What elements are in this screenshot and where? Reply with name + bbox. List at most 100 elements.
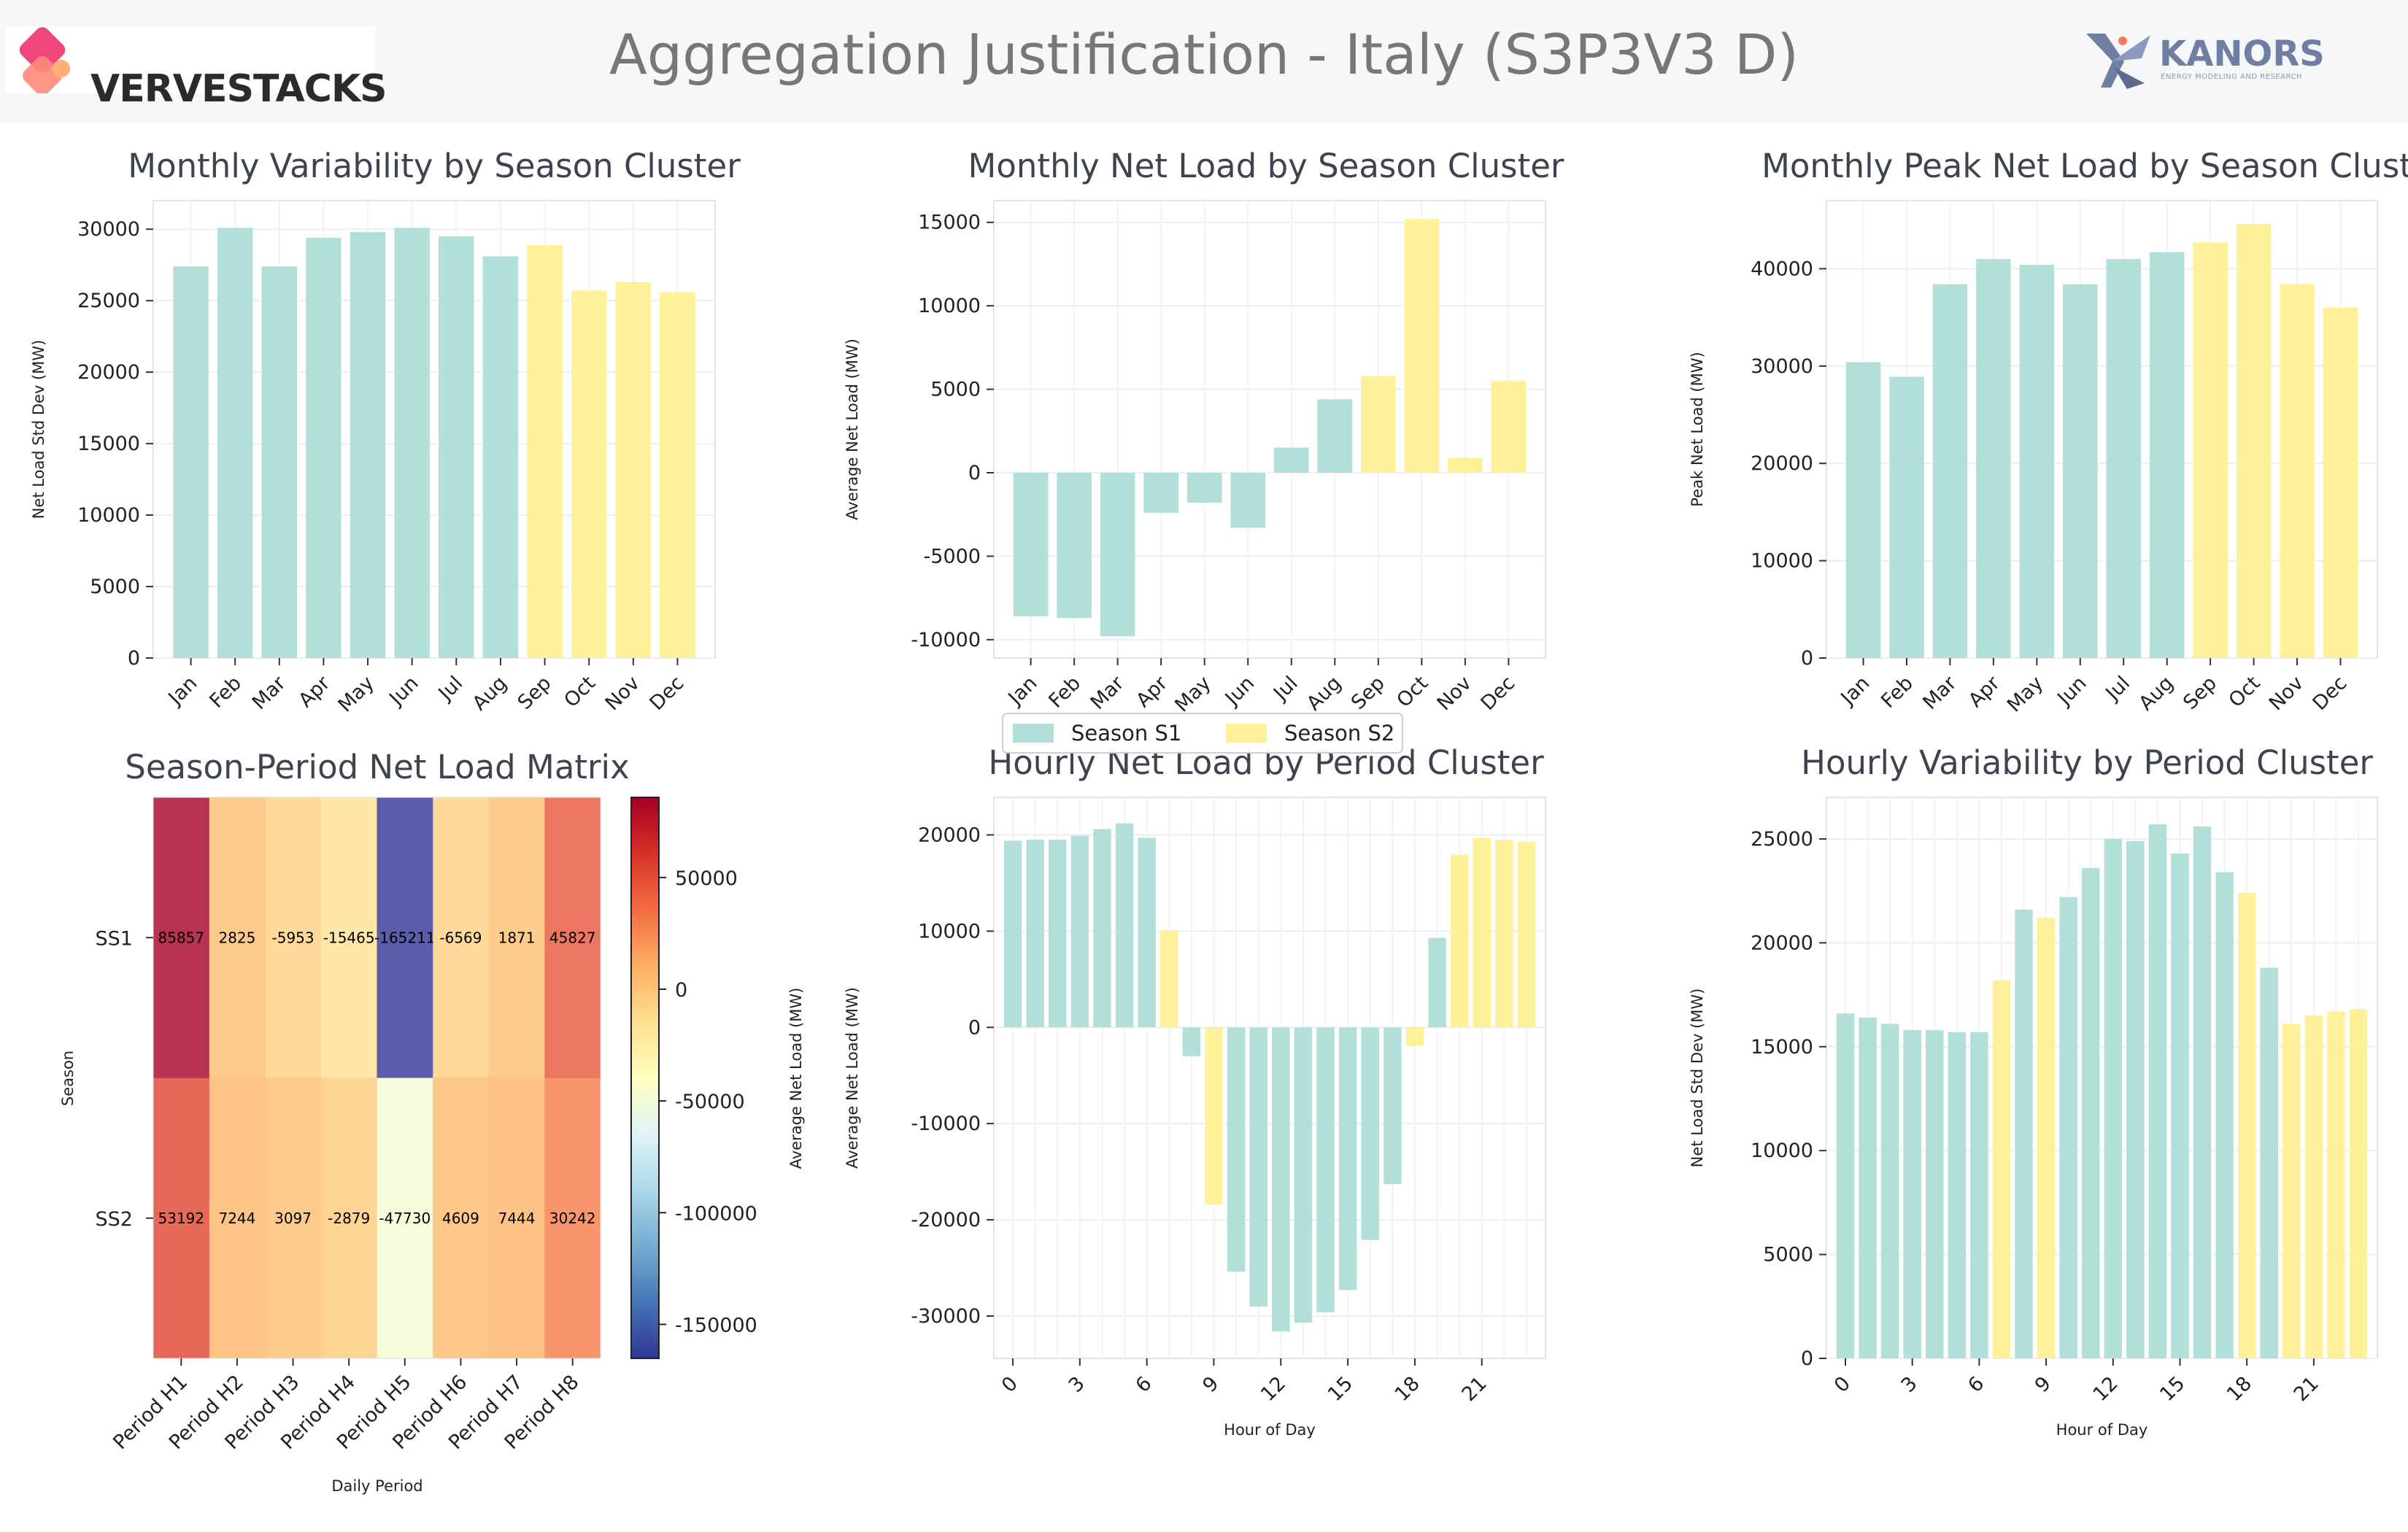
- bar: [1316, 1027, 1335, 1312]
- y-tick-label: 15000: [918, 212, 981, 234]
- y-tick-label: 20000: [918, 824, 981, 846]
- heatmap-cell: [209, 797, 266, 1078]
- bar: [527, 244, 563, 659]
- bar: [2237, 893, 2256, 1358]
- x-tick-label: Feb: [1877, 672, 1918, 713]
- y-tick-label: 5000: [930, 379, 981, 401]
- x-tick-label: 15: [1324, 1372, 1357, 1406]
- x-tick-label: 9: [1198, 1372, 1223, 1397]
- y-tick-label: 25000: [1751, 828, 1813, 851]
- heatmap-cell: [433, 1078, 490, 1359]
- x-tick-label: 15: [2156, 1372, 2189, 1406]
- y-tick-label: 20000: [77, 361, 140, 384]
- bar: [1361, 1027, 1379, 1240]
- bar: [1249, 1027, 1267, 1307]
- chart-title: Monthly Net Load by Season Cluster: [968, 147, 1564, 185]
- colorbar: [630, 797, 660, 1359]
- heatmap-cell: [265, 797, 322, 1078]
- x-tick-label: Jan: [163, 672, 202, 711]
- x-tick-label: Jun: [2053, 672, 2091, 711]
- bar: [1473, 837, 1492, 1028]
- vervestacks-logo: VERVESTACKS: [6, 26, 387, 111]
- colorbar-tick-label: -150000: [675, 1314, 757, 1336]
- y-axis-label: Season: [59, 1051, 77, 1106]
- y-axis-label: Net Load Std Dev (MW): [1689, 989, 1706, 1168]
- monthly-net-load-chart: -10000 -5000 0 5000 10000 15000 Jan Feb Mar AprMa…: [844, 147, 1564, 716]
- bar: [1428, 937, 1446, 1028]
- bar: [2037, 918, 2056, 1358]
- x-tick-label: Aug: [468, 672, 512, 715]
- bar: [1026, 840, 1044, 1028]
- x-tick-label: 3: [1897, 1372, 1922, 1397]
- bar: [2126, 840, 2145, 1358]
- bar: [1317, 399, 1353, 473]
- y-tick-label: 20000: [1751, 452, 1813, 475]
- bar: [2215, 872, 2234, 1358]
- bar: [1404, 219, 1440, 473]
- legend-swatch-s1: [1013, 724, 1054, 743]
- bar: [660, 292, 695, 658]
- bar: [1384, 1027, 1402, 1185]
- legend-swatch-s2: [1226, 724, 1267, 743]
- bar: [1495, 840, 1513, 1028]
- bar: [2081, 867, 2100, 1358]
- bar: [1182, 1027, 1201, 1056]
- x-tick-label: Oct: [1392, 672, 1432, 712]
- y-tick-label: 10000: [918, 920, 981, 943]
- x-tick-label: Aug: [1303, 672, 1346, 715]
- y-axis-label: Average Net Load (MW): [844, 338, 861, 520]
- x-axis-label: Daily Period: [331, 1477, 422, 1495]
- bar: [217, 228, 253, 658]
- bar: [615, 282, 652, 658]
- x-tick-label: Jan: [1836, 672, 1875, 711]
- x-tick-label: 18: [2223, 1372, 2256, 1406]
- x-tick-label: Dec: [646, 672, 689, 715]
- heatmap-cell: [544, 1078, 601, 1359]
- bar: [439, 236, 474, 658]
- bar: [2193, 242, 2228, 658]
- bar: [1338, 1027, 1357, 1291]
- y-tick-label: 10000: [918, 295, 981, 317]
- heatmap-cell: [320, 1078, 377, 1359]
- bar: [2304, 1015, 2323, 1358]
- chart-title: Monthly Variability by Season Cluster: [128, 147, 741, 185]
- y-tick-label: 0: [1801, 647, 1813, 670]
- bar: [571, 290, 607, 658]
- x-tick-label: Dec: [1476, 672, 1519, 715]
- x-tick-label: Aug: [2134, 672, 2177, 715]
- y-tick-label: SS2: [96, 1208, 133, 1231]
- hourly-variability-chart: 0 5000 10000 15000 20000 25000 0 3 6 9 12 15 18 21 Hou…: [1689, 743, 2378, 1439]
- heatmap-cell-label: -6569: [439, 929, 482, 946]
- heatmap-cell-label: -165211: [374, 929, 436, 946]
- partner-name: KANORS: [2159, 34, 2325, 74]
- bar: [1845, 362, 1881, 658]
- bar: [2193, 826, 2212, 1358]
- y-tick-label: 0: [968, 1016, 981, 1039]
- bar: [1138, 837, 1156, 1028]
- heatmap-cell-label: 4609: [442, 1210, 479, 1227]
- bar: [2148, 824, 2167, 1358]
- y-axis-label: Average Net Load (MW): [844, 987, 861, 1169]
- bar: [394, 228, 430, 658]
- y-tick-label: SS1: [96, 927, 133, 950]
- colorbar-label: Average Net Load (MW): [787, 988, 805, 1169]
- x-tick-label: Nov: [601, 672, 644, 715]
- x-tick-label: Apr: [294, 671, 335, 712]
- y-tick-label: 15000: [1751, 1036, 1813, 1059]
- x-tick-label: 12: [1257, 1372, 1290, 1406]
- bar: [1836, 1013, 1855, 1358]
- bar: [2106, 259, 2142, 658]
- vervestacks-logo-icon: [19, 27, 70, 93]
- heatmap-cell-label: -47730: [379, 1210, 431, 1227]
- y-tick-label: 5000: [90, 576, 140, 598]
- heatmap-cell: [544, 797, 601, 1078]
- x-tick-label: Jul: [433, 672, 467, 705]
- x-tick-label: Sep: [2179, 672, 2221, 714]
- colorbar-tick-label: 0: [675, 979, 687, 1002]
- bar: [1227, 1027, 1246, 1272]
- heatmap-cell-label: 53192: [158, 1210, 205, 1227]
- y-tick-label: 10000: [77, 504, 140, 527]
- legend-box: [1002, 713, 1403, 754]
- bar: [1903, 1029, 1921, 1358]
